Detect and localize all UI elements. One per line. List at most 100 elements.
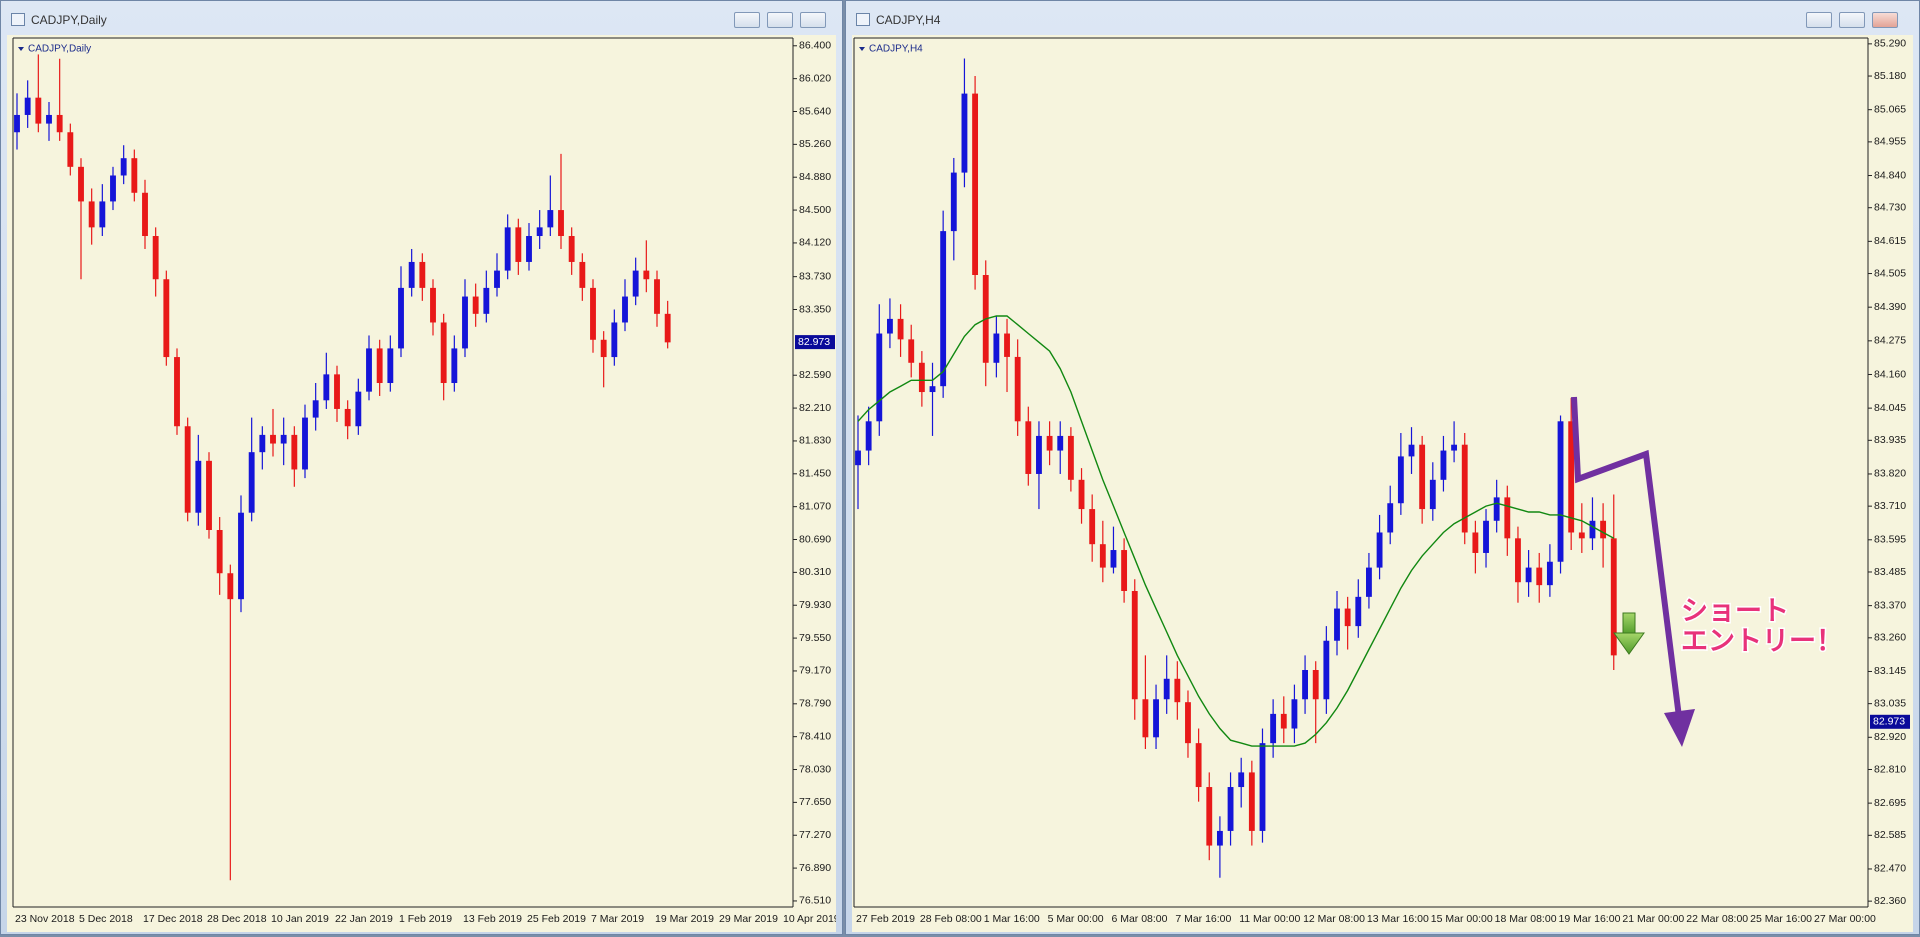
candle-body — [1472, 532, 1479, 553]
candle-body — [88, 201, 95, 228]
candle-body — [887, 318, 893, 334]
candle-body — [174, 357, 180, 427]
candle-body — [366, 348, 372, 392]
candle-body — [1067, 435, 1074, 480]
y-tick-label: 84.160 — [1874, 368, 1906, 380]
candle-body — [78, 166, 84, 202]
x-tick-label: 27 Mar 00:00 — [1814, 913, 1876, 925]
candle-body — [99, 201, 106, 228]
y-tick-label: 79.550 — [799, 632, 831, 644]
close-button[interactable] — [1872, 12, 1898, 28]
y-tick-label: 84.840 — [1874, 169, 1906, 181]
window-icon — [856, 13, 870, 26]
candle-body — [1589, 520, 1596, 539]
entry-arrow — [1622, 612, 1636, 636]
y-tick-label: 82.470 — [1874, 863, 1906, 875]
y-tick-label: 84.730 — [1874, 201, 1906, 213]
menu-triangle — [18, 47, 24, 51]
y-tick-label: 81.830 — [799, 435, 831, 447]
candle-body — [1238, 772, 1245, 788]
minimize-button[interactable] — [734, 12, 760, 28]
candle-body — [46, 114, 52, 124]
annotation: エントリー！ — [1681, 626, 1843, 656]
candle-body — [1206, 787, 1213, 846]
y-tick-label: 83.260 — [1874, 632, 1906, 644]
y-tick-label: 83.145 — [1874, 665, 1906, 677]
y-tick-label: 83.485 — [1874, 566, 1906, 578]
y-tick-label: 78.790 — [799, 698, 831, 710]
candle-body — [131, 158, 138, 193]
entry-arrow-head — [1613, 632, 1645, 655]
candle-body — [1057, 435, 1064, 451]
y-tick-label: 82.590 — [799, 369, 831, 381]
candle-body — [1078, 479, 1085, 510]
candle-body — [664, 313, 671, 343]
candle-body — [1046, 435, 1053, 451]
candle-body — [972, 93, 979, 275]
candle-body — [1600, 520, 1607, 539]
candle-body — [376, 348, 383, 384]
y-tick-label: 84.880 — [799, 171, 831, 183]
candle-body — [1131, 591, 1138, 700]
trend-arrow — [1571, 396, 1682, 718]
candle-body — [1280, 713, 1287, 729]
x-tick-label: 17 Dec 2018 — [143, 913, 203, 925]
x-tick-label: 28 Feb 08:00 — [920, 913, 982, 925]
candle-body — [1451, 444, 1458, 451]
candle-body — [334, 374, 340, 409]
candle-body — [1302, 670, 1308, 700]
candle-body — [590, 287, 596, 340]
y-tick-label: 86.400 — [799, 40, 831, 52]
candle-body — [1483, 520, 1489, 553]
candle-body — [451, 348, 458, 384]
candle-body — [876, 333, 883, 422]
candle-body — [1344, 608, 1351, 627]
y-tick-label: 80.690 — [799, 533, 831, 545]
restore-button[interactable] — [767, 12, 793, 28]
candle-body — [1163, 678, 1170, 700]
restore-button[interactable] — [1839, 12, 1865, 28]
candle-body — [1440, 450, 1447, 480]
y-tick-label: 82.585 — [1874, 829, 1906, 841]
candle-body — [961, 93, 968, 173]
candle-body — [1259, 743, 1266, 831]
annotation: ショート — [1681, 596, 1789, 626]
x-tick-label: 7 Mar 2019 — [591, 913, 644, 925]
y-tick-label: 83.710 — [1874, 500, 1906, 512]
candle-body — [1355, 596, 1362, 627]
candle-body — [398, 287, 404, 349]
y-tick-label: 84.275 — [1874, 335, 1906, 347]
candle-body — [259, 434, 266, 453]
minimize-button[interactable] — [1806, 12, 1832, 28]
y-tick-label: 82.360 — [1874, 895, 1906, 907]
y-tick-label: 83.035 — [1874, 697, 1906, 709]
candle-body — [110, 175, 116, 202]
candle-body — [35, 97, 42, 124]
candle-body — [323, 374, 330, 401]
x-tick-label: 19 Mar 16:00 — [1559, 913, 1621, 925]
candle-body — [1504, 497, 1511, 539]
x-tick-label: 22 Mar 08:00 — [1686, 913, 1748, 925]
y-tick-label: 78.410 — [799, 730, 831, 742]
x-tick-label: 23 Nov 2018 — [15, 913, 75, 925]
candle-body — [1493, 497, 1500, 521]
y-tick-label: 79.170 — [799, 665, 831, 677]
candle-body — [270, 434, 276, 444]
window-icon — [11, 13, 25, 26]
candle-body — [206, 460, 212, 531]
candle-body — [579, 261, 586, 288]
y-tick-label: 82.695 — [1874, 797, 1906, 809]
candle-body — [536, 227, 543, 237]
candle-body — [163, 279, 170, 358]
candle-body — [600, 339, 607, 358]
x-tick-label: 11 Mar 00:00 — [1239, 913, 1300, 925]
window-title: CADJPY,H4 — [876, 13, 941, 27]
x-tick-label: 10 Jan 2019 — [271, 913, 329, 925]
y-tick-label: 79.930 — [799, 599, 831, 611]
candle-body — [1515, 538, 1521, 583]
y-tick-label: 84.045 — [1874, 402, 1906, 414]
candle-body — [430, 287, 436, 323]
candle-body — [929, 386, 936, 393]
close-button[interactable] — [800, 12, 826, 28]
